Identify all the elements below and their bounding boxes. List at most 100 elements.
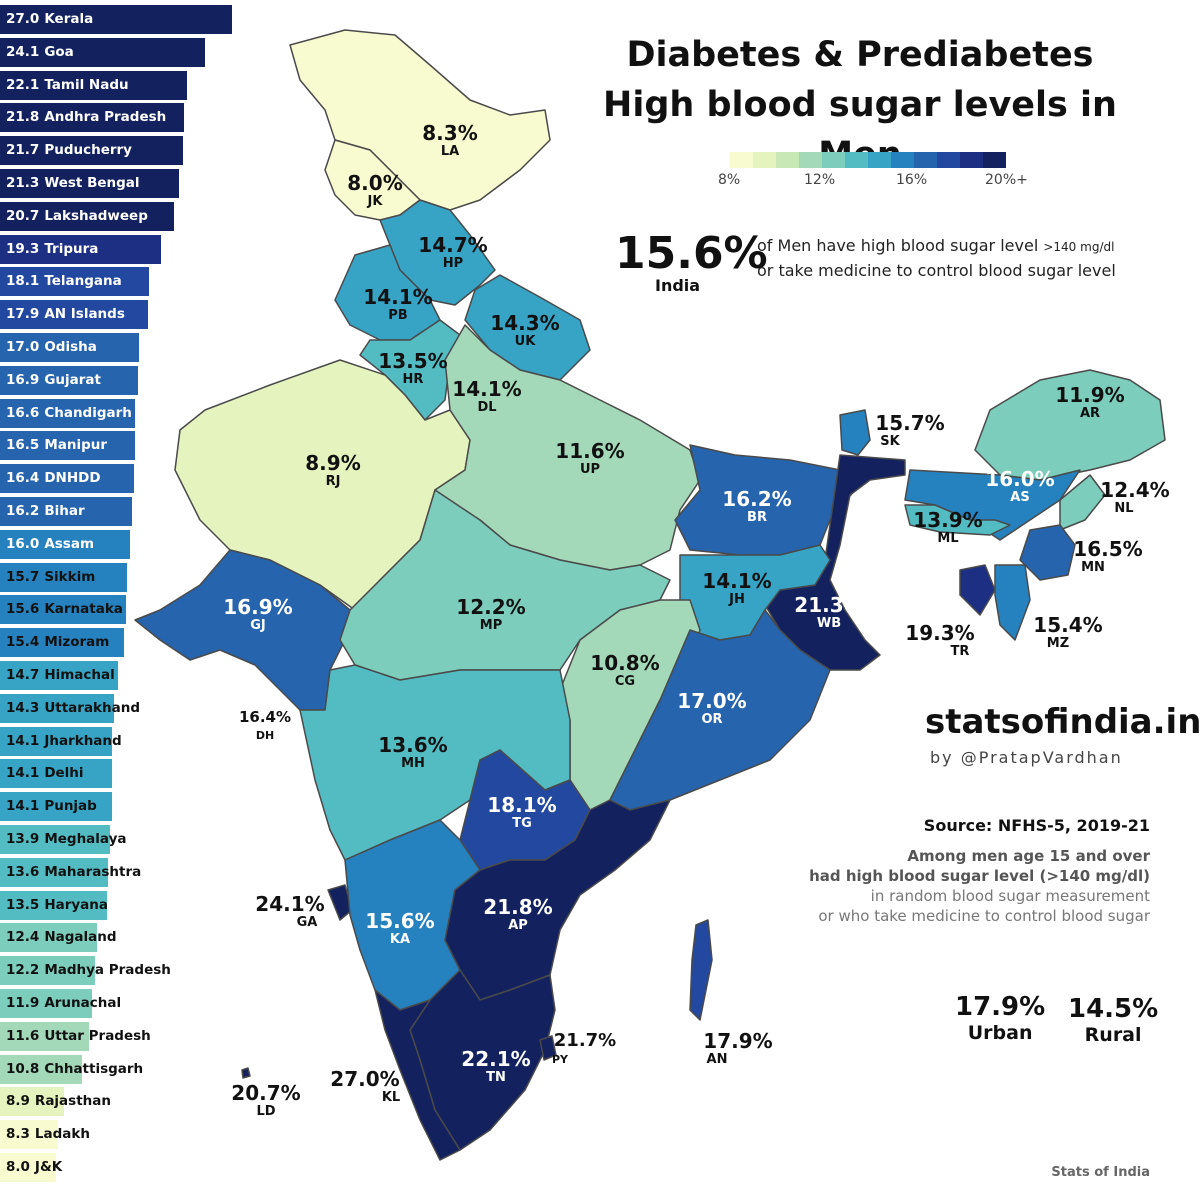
ranking-bar-value: 18.1 bbox=[6, 273, 40, 290]
ranking-bar: 12.2 Madhya Pradesh bbox=[0, 956, 171, 986]
region-label-JK: 8.0% JK bbox=[347, 171, 403, 209]
region-label-UP: 11.6% UP bbox=[555, 439, 625, 477]
ranking-bar-name: Karnataka bbox=[44, 601, 123, 618]
region-label-HP: 14.7% HP bbox=[418, 233, 488, 271]
ranking-bar: 14.7 Himachal bbox=[0, 660, 118, 690]
ranking-bar: 16.2 Bihar bbox=[0, 496, 132, 526]
region-label-SK: 15.7% SK bbox=[875, 411, 945, 449]
legend-swatch bbox=[776, 152, 799, 168]
ranking-bar-name: Arunachal bbox=[44, 994, 122, 1011]
ranking-bar: 20.7 Lakshadweep bbox=[0, 201, 174, 231]
legend-swatch bbox=[914, 152, 937, 168]
ranking-bar: 8.0 J&K bbox=[0, 1152, 62, 1182]
ranking-bar-value: 16.5 bbox=[6, 437, 40, 454]
ranking-bar-value: 20.7 bbox=[6, 207, 40, 224]
ranking-bar-name: Sikkim bbox=[44, 568, 96, 585]
ranking-bar-value: 16.2 bbox=[6, 502, 40, 519]
legend-swatch bbox=[799, 152, 822, 168]
india-label: India bbox=[655, 276, 701, 295]
legend-tick: 20%+ bbox=[985, 172, 1028, 188]
ranking-bar: 13.5 Haryana bbox=[0, 890, 109, 920]
region-label-KL: 27.0% KL bbox=[330, 1067, 401, 1105]
ranking-bar-value: 27.0 bbox=[6, 11, 40, 27]
ranking-bar-value: 19.3 bbox=[6, 240, 40, 257]
region-MZ bbox=[994, 564, 1031, 641]
legend-swatch bbox=[983, 152, 1006, 168]
ranking-bar: 13.6 Maharashtra bbox=[0, 857, 141, 887]
note-line-1: Among men age 15 and over bbox=[907, 847, 1150, 865]
ranking-bar-name: Haryana bbox=[44, 896, 109, 913]
ranking-bar-value: 21.3 bbox=[6, 174, 40, 191]
region-label-LD: 20.7% LD bbox=[231, 1081, 301, 1119]
ranking-bar: 15.7 Sikkim bbox=[0, 562, 127, 592]
region-label-PB: 14.1% PB bbox=[363, 285, 433, 323]
region-TR bbox=[959, 564, 996, 616]
legend-swatch bbox=[845, 152, 868, 168]
ranking-bar-value: 14.3 bbox=[6, 699, 40, 716]
ranking-bar-value: 12.4 bbox=[6, 929, 40, 946]
ranking-bar-value: 16.4 bbox=[6, 470, 40, 487]
ranking-bar-name: Manipur bbox=[44, 437, 108, 454]
region-label-ML: 13.9% ML bbox=[913, 508, 983, 546]
region-label-CG: 10.8% CG bbox=[590, 651, 660, 689]
region-label-MN: 16.5% MN bbox=[1073, 537, 1143, 575]
ranking-bar: 15.4 Mizoram bbox=[0, 628, 124, 658]
ranking-bar-value: 13.6 bbox=[6, 863, 40, 880]
region-label-OR: 17.0% OR bbox=[677, 689, 747, 727]
region-UP bbox=[434, 324, 701, 571]
ranking-bar-value: 8.0 bbox=[6, 1158, 30, 1175]
india-desc-unit: >140 mg/dl bbox=[1043, 240, 1115, 254]
ranking-bar-value: 16.9 bbox=[6, 371, 40, 388]
region-label-GJ: 16.9% GJ bbox=[223, 595, 293, 633]
ranking-bar-value: 14.1 bbox=[6, 765, 40, 782]
ranking-bar-name: Telangana bbox=[44, 273, 122, 290]
region-label-TR: 19.3% TR bbox=[905, 621, 975, 659]
ranking-bar-value: 15.7 bbox=[6, 568, 40, 585]
region-label-MH: 13.6% MH bbox=[378, 733, 448, 771]
ranking-bar-value: 8.9 bbox=[6, 1093, 30, 1110]
ranking-bar: 17.9 AN Islands bbox=[0, 300, 148, 330]
ranking-bar-value: 13.9 bbox=[6, 830, 40, 847]
india-desc-line-2: or take medicine to control blood sugar … bbox=[757, 261, 1116, 280]
ranking-bar-name: Meghalaya bbox=[44, 830, 127, 847]
ranking-bar: 17.0 Odisha bbox=[0, 332, 139, 362]
legend-tick: 16% bbox=[896, 172, 928, 188]
urban-stat: 17.9% Urban bbox=[955, 992, 1045, 1044]
ranking-bar: 14.1 Delhi bbox=[0, 759, 112, 789]
ranking-bar-name: Lakshadweep bbox=[44, 207, 148, 224]
note-line-4: or who take medicine to control blood su… bbox=[818, 907, 1150, 925]
rural-label: Rural bbox=[1084, 1024, 1142, 1046]
ranking-bar-list: 27.0 Kerala 24.1 Goa 22.1 Tamil Nadu 21.8 Andhr… bbox=[0, 5, 260, 1186]
legend-swatch bbox=[730, 152, 753, 168]
ranking-bar-name: Uttar Pradesh bbox=[44, 1027, 151, 1044]
ranking-bar-name: Chandigarh bbox=[44, 404, 132, 421]
ranking-bar: 16.0 Assam bbox=[0, 529, 130, 559]
region-label-PY: 21.7% PY bbox=[551, 1030, 617, 1066]
definition-note: Among men age 15 and over had high blood… bbox=[809, 846, 1150, 926]
ranking-bar: 8.3 Ladakh bbox=[0, 1120, 90, 1150]
ranking-bar-value: 21.7 bbox=[6, 142, 40, 159]
ranking-bar: 16.6 Chandigarh bbox=[0, 398, 135, 428]
ranking-bar-name: AN Islands bbox=[44, 306, 125, 323]
ranking-bar: 16.4 DNHDD bbox=[0, 464, 134, 494]
ranking-bar: 16.5 Manipur bbox=[0, 431, 135, 461]
ranking-bar-name: West Bengal bbox=[44, 174, 140, 191]
region-AN bbox=[689, 919, 713, 1021]
ranking-bar-name: Goa bbox=[44, 43, 74, 60]
ranking-bar: 11.6 Uttar Pradesh bbox=[0, 1021, 151, 1051]
region-label-DH: 16.4% DH bbox=[238, 708, 292, 742]
ranking-bar-name: Maharashtra bbox=[44, 863, 142, 880]
ranking-bar-name: Nagaland bbox=[44, 929, 117, 946]
ranking-bar-name: Himachal bbox=[44, 666, 115, 683]
region-SK bbox=[839, 409, 871, 456]
region-label-WB: 21.3% WB bbox=[794, 593, 864, 631]
legend-ticks: 8% 12% 16% 20%+ bbox=[718, 168, 1028, 188]
legend-swatch bbox=[937, 152, 960, 168]
ranking-bar: 16.9 Gujarat bbox=[0, 365, 138, 395]
ranking-bar-name: Kerala bbox=[44, 11, 94, 27]
ranking-bar-name: Gujarat bbox=[44, 371, 101, 388]
ranking-bar: 14.3 Uttarakhand bbox=[0, 693, 140, 723]
ranking-bar-name: Madhya Pradesh bbox=[44, 962, 171, 979]
ranking-bar-name: Uttarakhand bbox=[44, 699, 141, 716]
author-byline: by @PratapVardhan bbox=[930, 748, 1123, 767]
